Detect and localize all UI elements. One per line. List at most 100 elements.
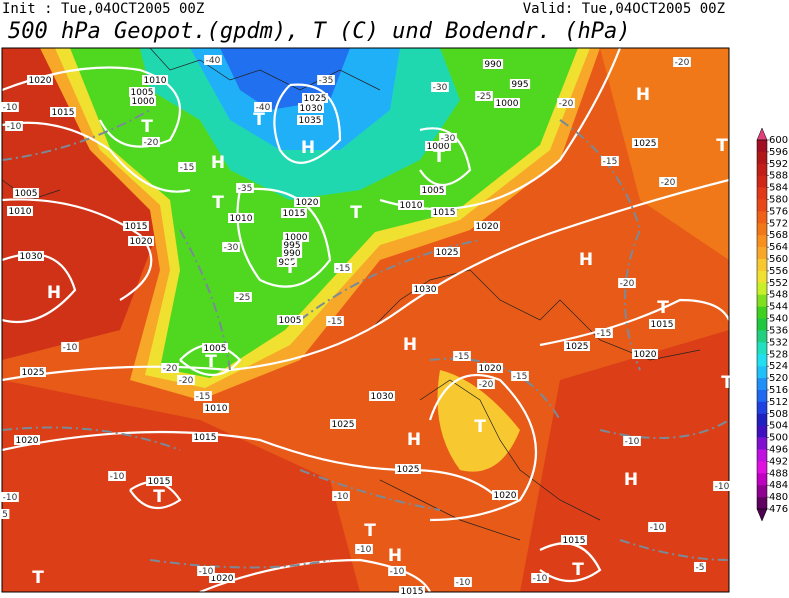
colorbar-band: [757, 461, 767, 474]
pressure-center: T: [474, 417, 486, 437]
pressure-center: T: [284, 258, 296, 278]
temperature-label-group: -10: [713, 481, 731, 492]
temperature-label-group: 5: [0, 509, 10, 520]
temperature-label: -25: [477, 92, 492, 102]
colorbar-top-triangle: [756, 127, 768, 141]
isobar-label-box: [509, 79, 531, 89]
isobar-label: 1015: [651, 320, 674, 330]
isobar-label: 1015: [125, 222, 148, 232]
isobar-label-box: [281, 248, 303, 258]
colorbar-label: 556: [769, 266, 788, 277]
colorbar-label: 512: [769, 397, 788, 408]
colorbar-label: 576: [769, 206, 788, 217]
temperature-label-group: -10: [108, 471, 126, 482]
isobar-label-box: [192, 432, 218, 442]
temperature-label-group: -20: [477, 379, 495, 390]
temperature-label: -20: [144, 138, 159, 148]
colorbar-label: 580: [769, 195, 788, 206]
colorbar-band: [757, 235, 767, 248]
colorbar-band: [757, 366, 767, 379]
colorbar-band: [757, 437, 767, 450]
colorbar-label: 532: [769, 337, 788, 348]
isobar-label-group: 1025: [302, 93, 328, 104]
isobar-label-box: [564, 341, 590, 351]
isobar-label: 1030: [414, 285, 437, 295]
temperature-label: 5: [2, 510, 8, 520]
isobar-label: 1005: [422, 186, 445, 196]
colorbar-band: [757, 187, 767, 200]
temperature-label-box: [108, 471, 126, 481]
isobar-label-box: [128, 236, 154, 246]
isobar-label: 1015: [194, 433, 217, 443]
colorbar-band: [757, 342, 767, 355]
isobar-label-box: [561, 535, 587, 545]
isobar-label-box: [298, 103, 324, 113]
isobar-label-box: [649, 319, 675, 329]
temperature-label-group: -30: [439, 133, 457, 144]
pressure-center: T: [212, 193, 224, 213]
isobar-label-box: [482, 59, 504, 69]
isobar-label: 1020: [476, 222, 499, 232]
temperature-label-group: -35: [236, 183, 254, 194]
temperature-label-group: -10: [623, 436, 641, 447]
isobar-label-box: [494, 98, 520, 108]
colorbar-label: 544: [769, 302, 788, 313]
isobar-label-group: 1020: [474, 221, 500, 232]
colorbar-band: [757, 270, 767, 284]
isobar-label-box: [399, 586, 425, 596]
colorbar-label: 476: [769, 504, 788, 515]
temperature-label-box: [5, 121, 23, 131]
temperature-label-box: [618, 278, 636, 288]
colorbar-bottom-triangle: [756, 508, 768, 522]
temperature-label-group: -30: [222, 242, 240, 253]
pressure-center: H: [407, 430, 421, 450]
isobar-label: 1020: [211, 574, 234, 584]
temperature-label-box: [0, 509, 10, 519]
temperature-label-group: -20: [618, 278, 636, 289]
isobar-label-group: 1015: [281, 208, 307, 219]
isobar-label: 1035: [299, 116, 322, 126]
isobar-label-group: 1020: [209, 573, 235, 584]
isobar-label-group: 1005: [277, 315, 303, 326]
isobar-label-group: 1025: [632, 138, 658, 149]
isobar-label-group: 1025: [330, 419, 356, 430]
isobar-label-box: [477, 363, 503, 373]
temperature-label-group: -20: [142, 137, 160, 148]
colorbar-band: [757, 151, 767, 165]
temperature-label: -15: [196, 392, 211, 402]
temperature-label-box: [439, 133, 457, 143]
isobar-label-group: 1005: [129, 87, 155, 98]
temperature-label: -25: [236, 293, 251, 303]
temperature-label: -35: [319, 76, 334, 86]
colorbar-label: 488: [769, 468, 788, 479]
isobar-label: 1015: [283, 209, 306, 219]
temperature-label: -10: [199, 567, 214, 577]
temperature-label-group: -20: [161, 363, 179, 374]
isobar-label-group: 1015: [431, 207, 457, 218]
isobar-label-box: [434, 247, 460, 257]
pressure-center: T: [253, 110, 265, 130]
temperature-label: -40: [206, 56, 221, 66]
pressure-center: T: [433, 147, 445, 167]
colorbar-band: [757, 282, 767, 296]
valid-time: Valid: Tue,04OCT2005 00Z: [523, 1, 725, 17]
isobar-label-group: 1015: [399, 586, 425, 597]
temperature-label-group: -10: [61, 342, 79, 353]
temperature-label-box: [477, 379, 495, 389]
isobar-label-box: [209, 573, 235, 583]
isobar-label-box: [425, 141, 451, 151]
map-field: [2, 48, 729, 592]
isobar-label-group: 1015: [649, 319, 675, 330]
isobar-label-box: [474, 221, 500, 231]
colorbar-band: [757, 223, 767, 236]
isobar-label-group: 1000: [494, 98, 520, 109]
colorbar-label: 596: [769, 147, 788, 158]
isobar-label: 1020: [29, 76, 52, 86]
colorbar-band: [757, 306, 767, 319]
isobar-label-group: 995: [281, 240, 303, 251]
temperature-label: -10: [456, 578, 471, 588]
isobar-label-group: 990: [281, 248, 303, 259]
temperature-label: -15: [328, 317, 343, 327]
colorbar-band: [757, 449, 767, 462]
isobar-label-box: [276, 257, 298, 267]
